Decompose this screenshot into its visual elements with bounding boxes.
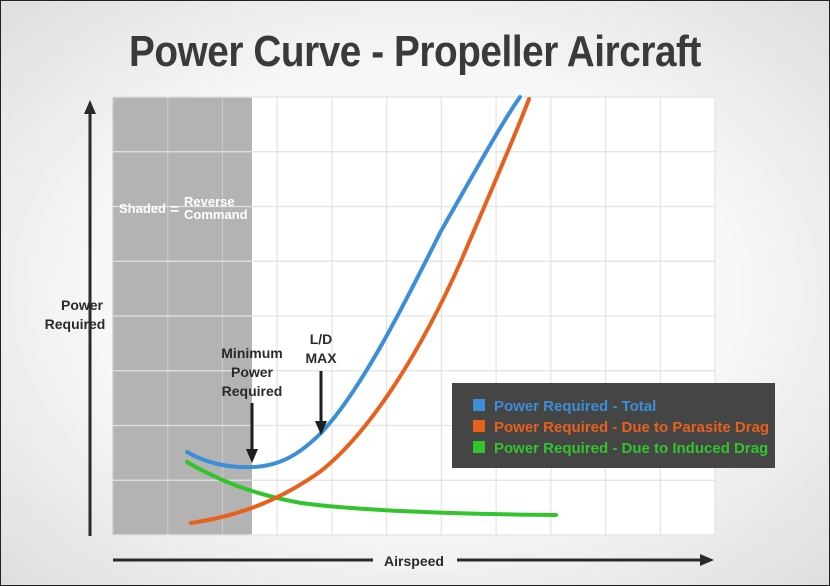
y-axis-label-line-2: Required xyxy=(45,316,106,332)
x-axis-label-bg xyxy=(373,549,457,571)
annotation-min-power-line-3: Required xyxy=(222,383,283,399)
chart-title: Power Curve - Propeller Aircraft xyxy=(129,27,701,76)
legend-entry-parasite: Power Required - Due to Parasite Drag xyxy=(494,419,769,436)
shaded-label-right-2: Command xyxy=(184,207,248,222)
series-line-total xyxy=(185,95,522,470)
annotation-ld-max-arrow xyxy=(315,371,327,435)
legend-swatch-parasite xyxy=(473,420,485,432)
legend-entry-total: Power Required - Total xyxy=(494,398,656,415)
annotation-min-power-line-1: Minimum xyxy=(221,345,282,361)
series-line-parasite xyxy=(189,97,531,525)
shaded-label-right-1: Reverse xyxy=(184,194,235,209)
legend-box xyxy=(452,383,775,468)
legend-swatch-total xyxy=(473,399,485,411)
annotation-min-power-line-2: Power xyxy=(231,364,274,380)
shaded-label-eq: = xyxy=(170,201,179,218)
annotation-ld-max-line-1: L/D xyxy=(310,331,333,347)
legend-swatch-induced xyxy=(473,441,485,453)
legend-entry-induced: Power Required - Due to Induced Drag xyxy=(494,440,768,457)
shaded-label-left: Shaded xyxy=(119,201,166,216)
annotation-ld-max-line-2: MAX xyxy=(305,350,337,366)
x-axis-label: Airspeed xyxy=(384,553,444,569)
legend: Power Required - Total Power Required - … xyxy=(452,383,775,468)
y-axis xyxy=(84,100,96,536)
annotation-min-power-arrow xyxy=(246,403,258,463)
y-axis-label-line-1: Power xyxy=(61,297,104,313)
series-line-induced xyxy=(185,460,558,517)
